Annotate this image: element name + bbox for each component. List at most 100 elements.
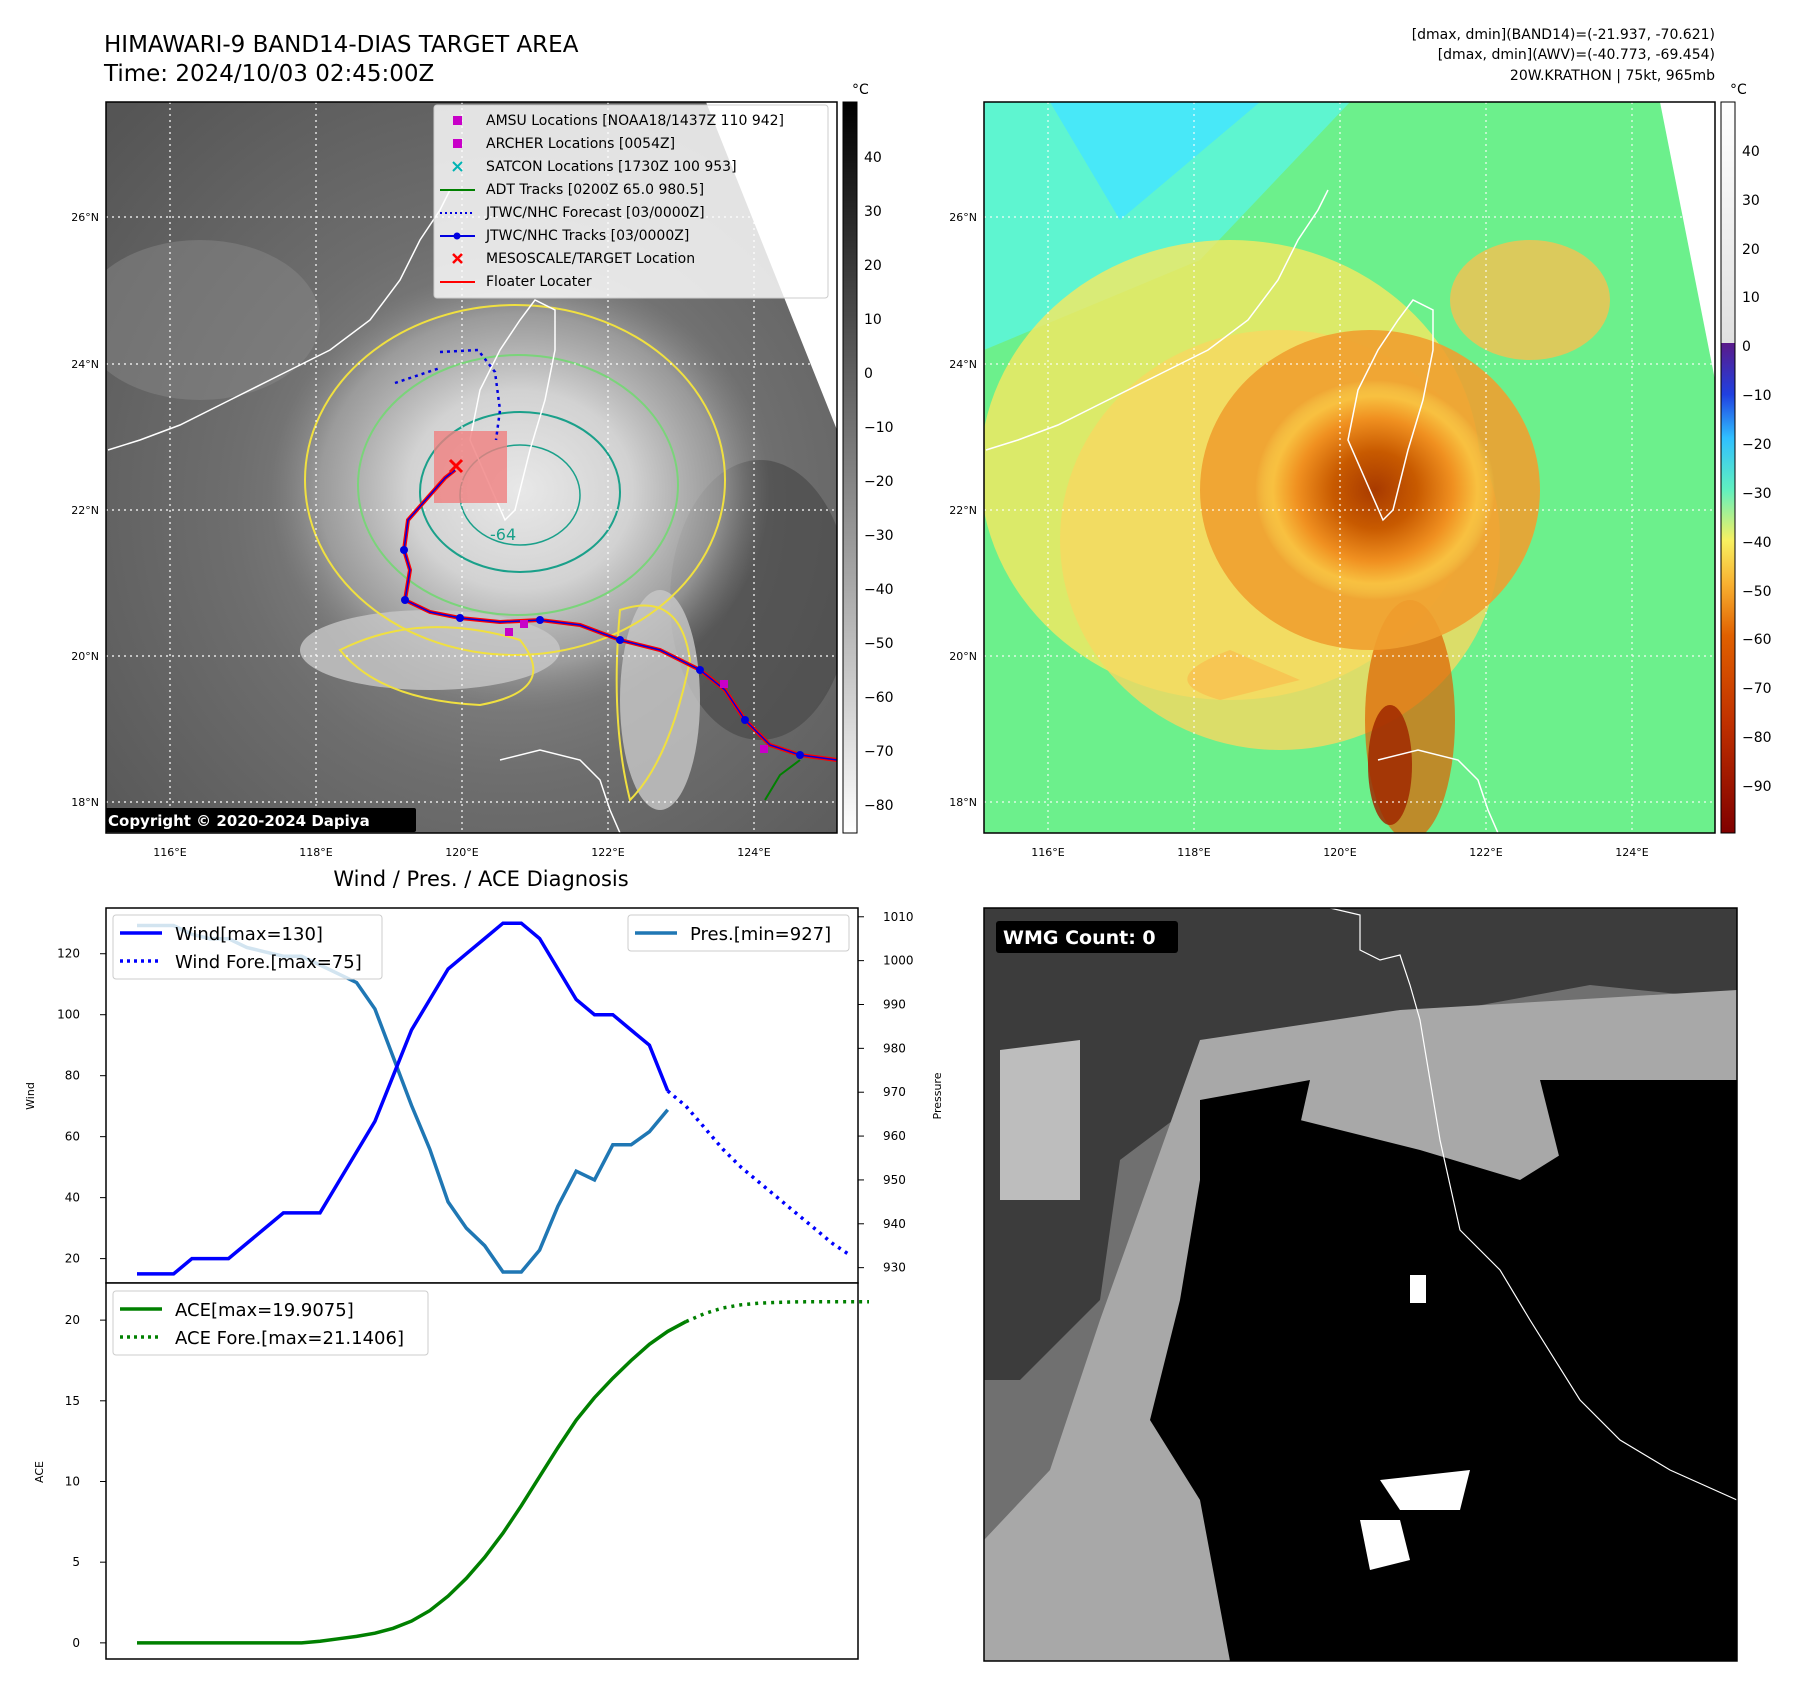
copyright-box bbox=[106, 808, 416, 832]
ace-axis-label: ACE bbox=[33, 1461, 46, 1483]
legend-label-floater: Floater Locater bbox=[486, 274, 592, 290]
wind-tick-label: 40 bbox=[65, 1191, 80, 1205]
pressure-tick-label: 990 bbox=[883, 997, 906, 1011]
wind-tick-label: 120 bbox=[57, 947, 80, 961]
color-colorbar: °C 40 30 20 10 0 −10 −20 −30 −40 −50 −60… bbox=[1720, 82, 1772, 834]
wind-series-line bbox=[137, 921, 670, 1276]
wmg-count-box bbox=[996, 921, 1178, 953]
ace-tick-label: 20 bbox=[65, 1313, 80, 1327]
colorbar-tick: 0 bbox=[1742, 339, 1751, 355]
ir-colorbar: °C 40 30 20 10 0 −10 −20 −30 −40 −50 −60… bbox=[842, 82, 894, 834]
ace-tick-label: 15 bbox=[65, 1394, 80, 1408]
ace-forecast-series-line bbox=[685, 1299, 869, 1324]
pressure-tick-label: 980 bbox=[883, 1041, 906, 1055]
legend-dot-icon bbox=[453, 232, 461, 240]
ace-tick-label: 0 bbox=[72, 1636, 80, 1650]
lon-label: 120°E bbox=[1323, 846, 1356, 859]
diagnosis-title: Wind / Pres. / ACE Diagnosis bbox=[333, 867, 628, 891]
lon-label: 120°E bbox=[445, 846, 478, 859]
colorbar-tick: −30 bbox=[1742, 486, 1772, 502]
ace-series-line bbox=[137, 1320, 687, 1645]
colorbar-tick: −30 bbox=[864, 528, 894, 544]
legend-cross-icon bbox=[452, 253, 463, 264]
map-legend bbox=[433, 104, 829, 299]
pressure-tick-label: 950 bbox=[883, 1173, 906, 1187]
lat-label: 18°N bbox=[949, 796, 977, 809]
colorbar-tick: −50 bbox=[864, 636, 894, 652]
pressure-axis-label: Pressure bbox=[931, 1072, 944, 1119]
lat-label: 22°N bbox=[71, 504, 99, 517]
lon-label: 116°E bbox=[153, 846, 186, 859]
pressure-tick-label: 940 bbox=[883, 1217, 906, 1231]
pressure-tick-label: 1000 bbox=[883, 954, 914, 968]
lat-label: 26°N bbox=[71, 211, 99, 224]
colorbar-unit: °C bbox=[852, 82, 869, 98]
colorbar-tick: −60 bbox=[864, 690, 894, 706]
legend-square-icon bbox=[453, 139, 462, 148]
colorbar-tick: −20 bbox=[864, 474, 894, 490]
legend-label-amsu: AMSU Locations [NOAA18/1437Z 110 942] bbox=[486, 113, 784, 129]
wind-forecast-series-line bbox=[666, 1089, 852, 1258]
lat-label: 26°N bbox=[949, 211, 977, 224]
lat-label: 18°N bbox=[71, 796, 99, 809]
pressure-tick-label: 930 bbox=[883, 1261, 906, 1275]
legend-pressure: Pres.[min=927] bbox=[690, 924, 831, 945]
lon-label: 124°E bbox=[1615, 846, 1648, 859]
legend-label-archer: ARCHER Locations [0054Z] bbox=[486, 136, 675, 152]
legend-label-tracks: JTWC/NHC Tracks [03/0000Z] bbox=[485, 228, 689, 244]
lat-label: 24°N bbox=[71, 358, 99, 371]
ace-legend: ACE[max=19.9075] ACE Fore.[max=21.1406] bbox=[112, 1290, 429, 1356]
map-legend-entries: AMSU Locations [NOAA18/1437Z 110 942] AR… bbox=[440, 113, 784, 290]
info-storm: 20W.KRATHON | 75kt, 965mb bbox=[1510, 68, 1715, 84]
colorbar-tick: −10 bbox=[1742, 388, 1772, 404]
figure-time: Time: 2024/10/03 02:45:00Z bbox=[103, 61, 434, 87]
legend-label-target: MESOSCALE/TARGET Location bbox=[486, 251, 695, 267]
colorbar-tick: 40 bbox=[864, 150, 882, 166]
colorbar-tick: −70 bbox=[864, 744, 894, 760]
colorbar-unit: °C bbox=[1730, 82, 1747, 98]
pressure-tick-label: 960 bbox=[883, 1129, 906, 1143]
ace-tick-label: 5 bbox=[72, 1555, 80, 1569]
legend-ace: ACE[max=19.9075] bbox=[175, 1300, 354, 1321]
legend-label-forecast: JTWC/NHC Forecast [03/0000Z] bbox=[485, 205, 705, 221]
ir-map-panel: -64 bbox=[71, 101, 838, 859]
colorbar-tick: 30 bbox=[1742, 193, 1760, 209]
legend-cross-icon bbox=[452, 161, 463, 172]
lon-label: 116°E bbox=[1031, 846, 1064, 859]
pressure-tick-label: 1010 bbox=[883, 910, 914, 924]
colorbar-tick: −20 bbox=[1742, 437, 1772, 453]
figure-title: HIMAWARI-9 BAND14-DIAS TARGET AREA bbox=[104, 32, 579, 58]
colorbar-tick: 0 bbox=[864, 366, 873, 382]
lon-label: 118°E bbox=[1177, 846, 1210, 859]
colorbar-tick: 20 bbox=[864, 258, 882, 274]
legend-label-adt: ADT Tracks [0200Z 65.0 980.5] bbox=[486, 182, 704, 198]
colorbar-tick: 10 bbox=[1742, 290, 1760, 306]
colorbar-tick: −80 bbox=[1742, 730, 1772, 746]
colorbar-tick: 40 bbox=[1742, 144, 1760, 160]
colorbar-tick: −50 bbox=[1742, 584, 1772, 600]
colorbar-tick: −70 bbox=[1742, 681, 1772, 697]
info-awv: [dmax, dmin](AWV)=(-40.773, -69.454) bbox=[1438, 47, 1715, 63]
colorbar-tick: −10 bbox=[864, 420, 894, 436]
lon-label: 122°E bbox=[1469, 846, 1502, 859]
colorbar-tick: 20 bbox=[1742, 242, 1760, 258]
colorbar-tick: 30 bbox=[864, 204, 882, 220]
wind-tick-label: 80 bbox=[65, 1069, 80, 1083]
wmg-count: WMG Count: 0 bbox=[1003, 927, 1156, 949]
legend-wind: Wind[max=130] bbox=[175, 924, 323, 945]
colorbar-tick: −40 bbox=[1742, 535, 1772, 551]
contour-label: -64 bbox=[490, 525, 516, 544]
colorbar-tick: −90 bbox=[1742, 779, 1772, 795]
colorbar-tick: −80 bbox=[864, 798, 894, 814]
lat-label: 24°N bbox=[949, 358, 977, 371]
colorbar-tick: 10 bbox=[864, 312, 882, 328]
wind-tick-label: 20 bbox=[65, 1252, 80, 1266]
color-ir-map-panel: 26°N 24°N 22°N 20°N 18°N 116°E 118°E 120… bbox=[949, 101, 1716, 859]
legend-ace-forecast: ACE Fore.[max=21.1406] bbox=[175, 1328, 404, 1349]
lat-label: 20°N bbox=[949, 650, 977, 663]
wind-legend: Wind[max=130] Wind Fore.[max=75] Pres.[m… bbox=[112, 914, 850, 980]
legend-wind-forecast: Wind Fore.[max=75] bbox=[175, 952, 362, 973]
copyright: Copyright © 2020-2024 Dapiya bbox=[108, 812, 370, 830]
ace-chart: ACE 20 15 10 5 0 ACE[max=19.9075] ACE Fore.[… bbox=[33, 1282, 869, 1660]
